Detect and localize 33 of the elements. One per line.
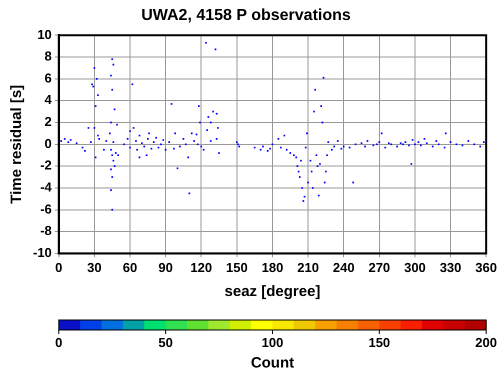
x-tick-label: 60 <box>122 260 138 275</box>
x-tick-label: 30 <box>87 260 102 275</box>
y-tick-label: -10 <box>32 244 52 260</box>
y-axis-title: Time residual [s] <box>8 84 26 204</box>
x-tick-label: 330 <box>440 260 462 275</box>
x-axis-title: seaz [degree] <box>224 283 320 300</box>
y-tick-label: 4 <box>44 92 53 108</box>
x-tick-label: 120 <box>190 260 212 275</box>
y-tick-label: -8 <box>40 223 52 238</box>
x-tick-label: 150 <box>226 260 248 275</box>
color-bar-label: 0 <box>55 335 62 350</box>
y-tick-label: -4 <box>40 180 53 195</box>
x-tick-label: 300 <box>404 260 426 275</box>
y-tick-label: -6 <box>40 201 52 216</box>
x-tick-label: 360 <box>475 260 498 275</box>
x-tick-label: 270 <box>368 260 390 275</box>
x-tick-label: 240 <box>332 260 355 275</box>
color-bar-label: 50 <box>158 335 173 350</box>
y-tick-label: 2 <box>44 114 52 130</box>
y-tick-label: 0 <box>44 136 52 151</box>
chart-title: UWA2, 4158 P observations <box>141 7 351 24</box>
x-tick-label: 90 <box>158 260 173 275</box>
x-tick-label: 0 <box>55 260 62 275</box>
y-tick-label: 10 <box>37 26 52 42</box>
color-bar-label: 100 <box>262 335 284 350</box>
color-bar-label: 200 <box>475 335 498 350</box>
y-tick-label: 8 <box>44 48 52 64</box>
x-tick-label: 210 <box>297 260 319 275</box>
color-bar-label: 150 <box>368 335 390 350</box>
color-bar-title: Count <box>250 354 294 372</box>
x-tick-label: 180 <box>262 260 284 275</box>
y-tick-label: 6 <box>44 70 52 86</box>
y-tick-label: -2 <box>40 158 52 173</box>
